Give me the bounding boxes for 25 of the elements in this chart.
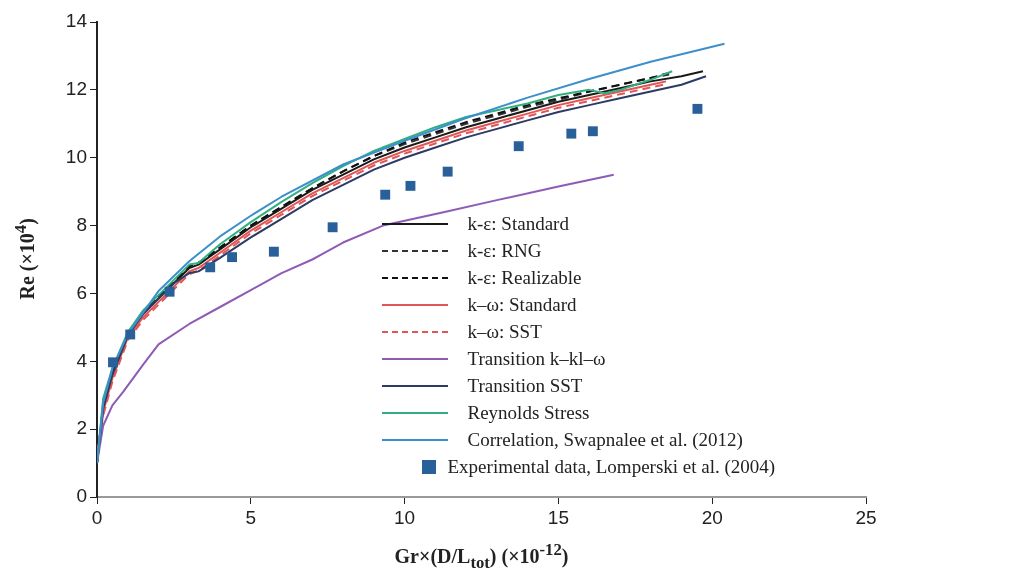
legend-label: Transition k–kl–ω	[467, 348, 606, 370]
legend-label: k–ω: SST	[467, 321, 542, 343]
legend-label: k-ε: Standard	[467, 213, 569, 235]
y-tick-label: 12	[65, 78, 87, 100]
legend-label: Experimental data, Lomperski et al. (2004)	[447, 456, 776, 478]
x-axis-title: Gr×(D/L$_{tot}$) (×10$^{-12}$)	[393, 540, 570, 573]
legend-label: k-ε: RNG	[467, 240, 542, 262]
y-tick-label: 2	[76, 417, 87, 439]
y-tick-label: 10	[65, 145, 87, 167]
legend-label: k–ω: Standard	[467, 294, 577, 316]
x-tick-label: 25	[855, 506, 877, 528]
legend-label: Reynolds Stress	[467, 402, 590, 424]
y-tick-label: 4	[76, 349, 88, 371]
x-tick-label: 5	[245, 506, 257, 528]
x-tick-label: 20	[701, 506, 723, 528]
y-tick-label: 14	[65, 10, 88, 32]
y-tick-label: 0	[76, 485, 87, 507]
y-tick-label: 8	[76, 213, 87, 235]
x-tick-label: 10	[394, 506, 416, 528]
x-tick-label: 15	[547, 506, 569, 528]
legend-label: Correlation, Swapnalee et al. (2012)	[467, 429, 743, 451]
legend-label: Transition SST	[467, 375, 583, 397]
x-tick-label: 0	[91, 506, 103, 528]
legend-label: k-ε: Realizable	[467, 267, 582, 289]
y-tick-label: 6	[76, 281, 87, 303]
